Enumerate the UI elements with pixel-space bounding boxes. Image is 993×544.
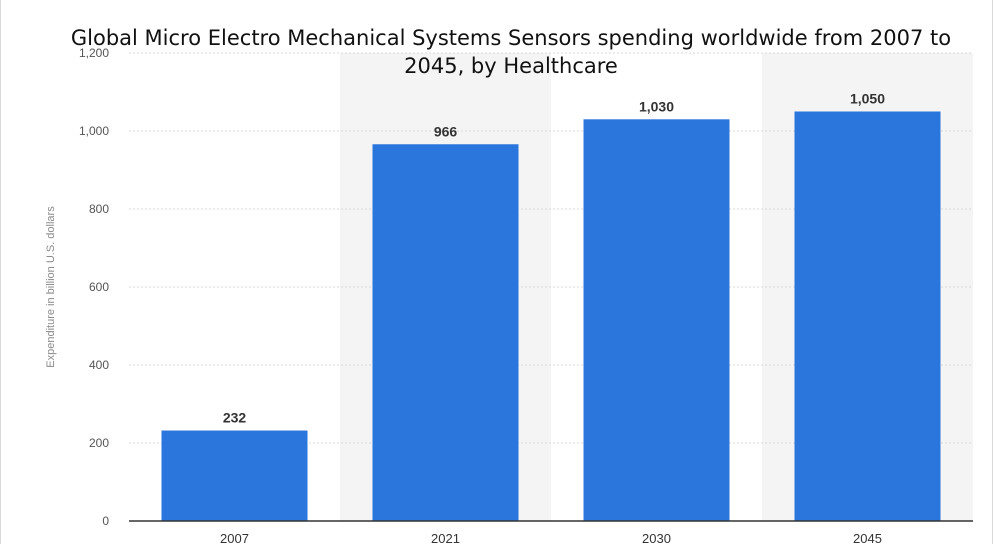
y-tick-label: 800 <box>89 202 109 216</box>
bar-value-label: 1,050 <box>850 91 885 107</box>
y-tick-label: 1,200 <box>79 46 109 60</box>
bar-value-label: 966 <box>434 123 458 139</box>
bar <box>583 119 730 522</box>
x-tick-label: 2030 <box>642 531 671 544</box>
x-tick-label: 2021 <box>431 531 460 544</box>
y-tick-label: 600 <box>89 280 109 294</box>
chart-title: Global Micro Electro Mechanical Systems … <box>70 26 952 78</box>
y-tick-label: 0 <box>102 514 109 528</box>
bar-value-label: 232 <box>223 410 247 426</box>
y-tick-label: 200 <box>89 436 109 450</box>
y-tick-label: 400 <box>89 358 109 372</box>
x-tick-label: 2045 <box>853 531 882 544</box>
y-tick-label: 1,000 <box>79 124 109 138</box>
x-tick-label: 2007 <box>220 531 249 544</box>
bar <box>794 111 941 521</box>
bar <box>161 430 308 521</box>
bar <box>372 144 519 521</box>
bar-value-label: 1,030 <box>639 98 674 114</box>
